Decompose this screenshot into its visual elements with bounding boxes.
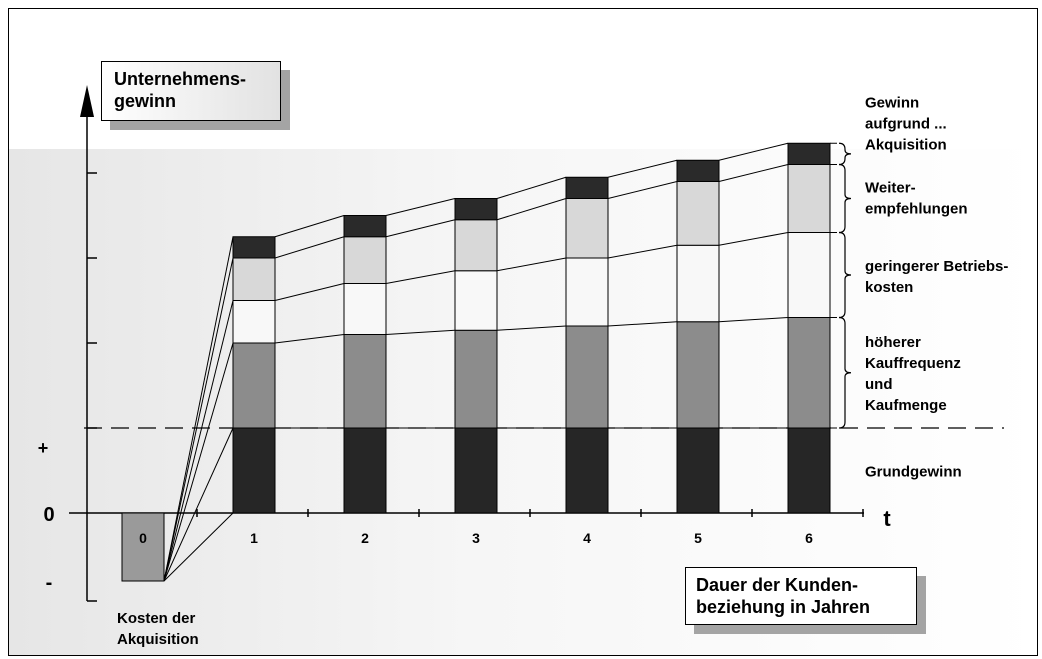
series-label-grundgewinn: Grundgewinn (865, 464, 962, 481)
connector-line (607, 159, 678, 178)
fan-line (163, 257, 234, 582)
bar-segment (232, 300, 276, 344)
bar-segment (565, 198, 609, 259)
bar-segment (676, 244, 720, 323)
series-label-kauffrequenz: höherer (865, 334, 921, 351)
connector-line (718, 317, 789, 323)
series-label-akquisition-gewinn: Akquisition (865, 136, 947, 153)
series-label-betriebskosten: geringerer Betriebs- (865, 258, 1008, 275)
bar-segment (565, 176, 609, 199)
bar-segment (676, 181, 720, 246)
bar-segment (565, 325, 609, 429)
series-label-weiterempfehlungen: empfehlungen (865, 201, 968, 218)
bar-segment (676, 159, 720, 182)
x-axis-symbol: t (883, 506, 891, 531)
bar-segment (787, 164, 831, 233)
connector-line (496, 176, 567, 199)
series-label-betriebskosten: kosten (865, 279, 913, 296)
fan-line (163, 512, 234, 582)
x-category-label: 4 (583, 530, 591, 546)
bar-segment (787, 427, 831, 514)
connector-line (385, 270, 456, 284)
bar-segment (232, 342, 276, 429)
series-label-akquisition-gewinn: Gewinn (865, 94, 919, 111)
connector-line (718, 232, 789, 246)
bar-segment (676, 427, 720, 514)
connector-line (274, 236, 345, 259)
bar-segment (454, 329, 498, 429)
connector-line (385, 198, 456, 216)
x-category-label: 1 (250, 530, 258, 546)
bar-segment (565, 427, 609, 514)
segment-brace (838, 316, 852, 429)
bar-segment (232, 257, 276, 301)
bar-segment (343, 215, 387, 238)
segment-brace (838, 231, 852, 319)
series-label-kauffrequenz: und (865, 376, 893, 393)
x-category-label: 2 (361, 530, 369, 546)
connector-line (607, 181, 678, 199)
bar-segment (343, 334, 387, 429)
connector-line (718, 142, 789, 161)
series-label-kauffrequenz: Kauffrequenz (865, 355, 961, 372)
fan-line (163, 236, 234, 582)
bar-segment (343, 283, 387, 335)
x-category-label: 5 (694, 530, 702, 546)
fan-line (163, 300, 234, 582)
series-label-akquisition-gewinn: aufgrund ... (865, 115, 947, 132)
y-plus-label: + (38, 438, 49, 458)
x-category-label: 3 (472, 530, 480, 546)
bar-segment (787, 142, 831, 165)
connector-line (385, 329, 456, 335)
y-axis-arrow-icon (80, 85, 94, 117)
connector-line (496, 198, 567, 221)
bar-segment (787, 317, 831, 429)
connector-line (607, 244, 678, 259)
chart-frame: 0 + - t 0 1 2 3 4 5 6 Kosten der Akquisition Grundgew… (8, 8, 1038, 656)
bar-acquisition-cost (121, 512, 165, 582)
connector-line (274, 215, 345, 238)
series-label-kauffrequenz: Kaufmenge (865, 397, 947, 414)
bar-segment (454, 198, 498, 221)
connector-line (607, 321, 678, 327)
acquisition-cost-label: Akquisition (117, 631, 199, 648)
bar-segment (454, 270, 498, 331)
bar-segment (787, 232, 831, 318)
segment-brace (838, 142, 852, 166)
y-zero-label: 0 (43, 504, 54, 526)
bar-segment (454, 427, 498, 514)
x-category-label: 6 (805, 530, 813, 546)
bar-segment (343, 427, 387, 514)
fan-line (163, 342, 234, 582)
bar-segment (676, 321, 720, 429)
bar-segment (232, 236, 276, 259)
bar-segment (343, 236, 387, 284)
connector-line (496, 325, 567, 331)
connector-line (496, 257, 567, 272)
x-category-label: 0 (139, 530, 147, 546)
segment-brace (838, 163, 852, 234)
bar-segment (565, 257, 609, 327)
series-label-weiterempfehlungen: Weiter- (865, 180, 916, 197)
acquisition-cost-label: Kosten der (117, 610, 196, 627)
connector-line (385, 219, 456, 238)
fan-line (163, 427, 234, 582)
connector-line (718, 164, 789, 182)
stacked-bar-chart: 0 + - t 0 1 2 3 4 5 6 Kosten der Akquisition Grundgew… (9, 85, 1037, 655)
y-minus-label: - (46, 572, 53, 594)
connector-line (274, 334, 345, 344)
connector-line (274, 283, 345, 301)
bar-segment (454, 219, 498, 272)
x-axis-label: Dauer der Kunden- beziehung in Jahren (685, 567, 917, 625)
y-axis-label: Unternehmens- gewinn (101, 61, 281, 121)
bar-segment (232, 427, 276, 514)
